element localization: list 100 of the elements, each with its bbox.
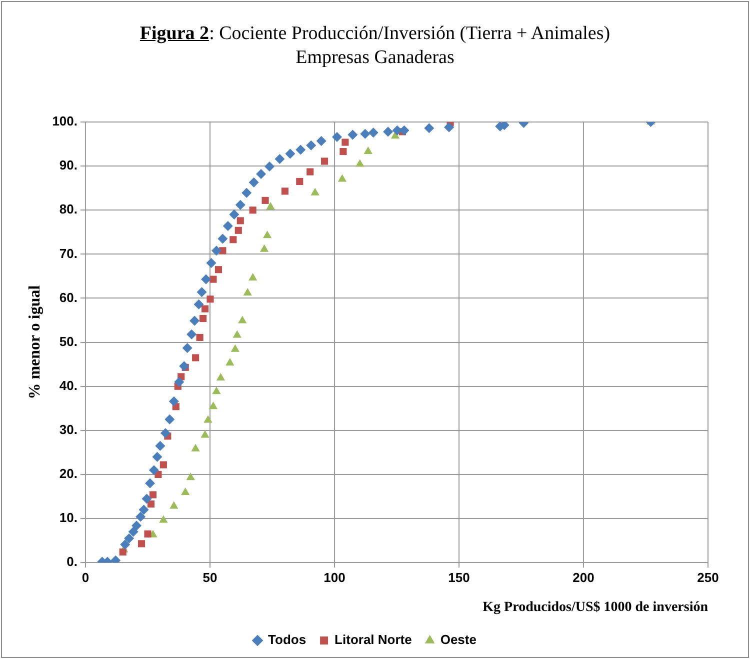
point xyxy=(348,130,358,140)
point xyxy=(306,140,316,150)
point xyxy=(444,122,454,132)
y-tick-label: 70. xyxy=(59,246,78,261)
point xyxy=(206,258,216,268)
point xyxy=(186,472,195,480)
point xyxy=(206,296,214,303)
point xyxy=(119,548,126,556)
point xyxy=(264,162,275,172)
point xyxy=(148,465,159,476)
point xyxy=(306,168,314,176)
point xyxy=(201,305,209,312)
point xyxy=(208,402,218,410)
y-tick-label: 40. xyxy=(59,378,78,393)
y-tick-label: 30. xyxy=(59,422,78,437)
point xyxy=(340,148,347,156)
x-tick-label: 250 xyxy=(697,570,719,585)
point xyxy=(152,452,162,462)
point xyxy=(142,494,152,504)
point xyxy=(179,361,190,372)
point xyxy=(310,188,320,196)
x-tick-label: 100 xyxy=(324,570,346,585)
point xyxy=(342,138,349,146)
point xyxy=(204,415,212,423)
point xyxy=(138,540,146,548)
y-tick-label: 0. xyxy=(66,554,78,570)
point xyxy=(248,272,258,280)
point xyxy=(138,504,149,515)
point xyxy=(230,344,240,352)
legend-label: Todos xyxy=(268,632,306,648)
legend-label: Litoral Norte xyxy=(334,632,412,648)
point xyxy=(170,501,178,509)
point xyxy=(210,276,217,283)
point xyxy=(332,132,342,142)
point xyxy=(281,188,288,195)
point xyxy=(296,144,306,155)
point xyxy=(181,488,190,496)
point xyxy=(316,136,326,146)
point xyxy=(229,210,240,220)
point xyxy=(214,266,222,274)
point xyxy=(424,123,434,134)
point xyxy=(226,358,234,366)
x-tick-label: 200 xyxy=(572,570,594,585)
point xyxy=(256,168,266,179)
point xyxy=(160,461,167,468)
point xyxy=(392,125,402,136)
point xyxy=(201,274,212,284)
point xyxy=(159,515,168,523)
point xyxy=(155,440,166,451)
point xyxy=(321,158,328,165)
point xyxy=(222,220,233,231)
point xyxy=(147,500,155,508)
y-tick-label: 80. xyxy=(59,202,78,217)
x-axis-title: Kg Producidos/US$ 1000 de inversión xyxy=(482,600,708,616)
point xyxy=(216,372,226,380)
y-axis-title: % menor o igual xyxy=(26,284,44,400)
y-tick-label: 50. xyxy=(59,334,78,349)
chart-subtitle: Empresas Ganaderas xyxy=(294,46,456,70)
point xyxy=(266,202,275,210)
point xyxy=(182,343,192,354)
point xyxy=(192,354,200,362)
point xyxy=(136,512,146,522)
x-tick-label: 50 xyxy=(202,570,218,585)
point xyxy=(120,540,130,550)
point xyxy=(249,206,256,214)
point xyxy=(368,128,378,138)
x-tick-label: 150 xyxy=(448,570,470,585)
point xyxy=(194,299,204,310)
point xyxy=(234,226,242,234)
point xyxy=(149,491,157,498)
point xyxy=(243,288,252,296)
point xyxy=(360,128,370,139)
chart-title: Figura 2: Cociente Producción/Inversión (Tierra + Animales) xyxy=(138,22,612,46)
point xyxy=(399,125,410,136)
legend-label: Oeste xyxy=(440,632,476,648)
point xyxy=(211,246,222,256)
y-tick-label: 10. xyxy=(59,510,78,526)
point xyxy=(383,126,394,137)
y-tick-label: 100. xyxy=(52,114,78,129)
point xyxy=(285,148,296,159)
point xyxy=(132,520,142,531)
point xyxy=(242,188,252,198)
point xyxy=(218,234,228,244)
point xyxy=(191,444,200,452)
point xyxy=(190,316,200,326)
y-tick-label: 90. xyxy=(59,158,78,173)
point xyxy=(160,428,170,438)
y-tick-label: 60. xyxy=(59,290,78,305)
point xyxy=(262,230,272,238)
point xyxy=(235,200,246,210)
y-tick-label: 20. xyxy=(59,466,78,482)
point xyxy=(186,329,197,340)
point xyxy=(236,217,244,224)
point xyxy=(262,196,269,204)
point xyxy=(124,533,134,544)
x-tick-label: 0 xyxy=(82,570,90,585)
point xyxy=(248,177,259,188)
point xyxy=(144,478,155,488)
point xyxy=(364,146,372,154)
point xyxy=(199,314,207,322)
